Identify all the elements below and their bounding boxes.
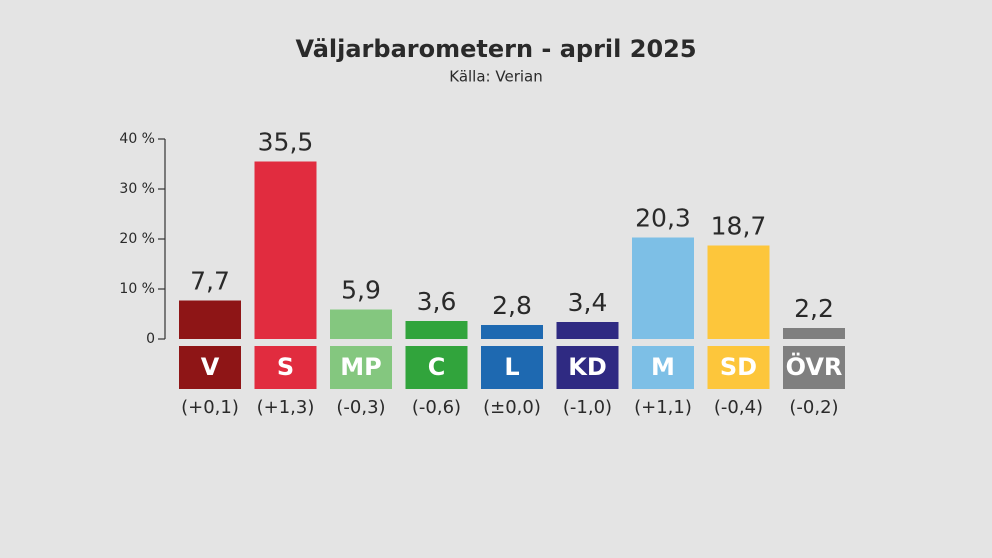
category-box (783, 346, 845, 389)
category-box (179, 346, 241, 389)
value-label: 35,5 (258, 128, 314, 157)
x-tick-label: L (504, 353, 519, 381)
y-tick-label: 0 (146, 331, 155, 347)
bar (481, 325, 543, 339)
x-tick-label: C (428, 353, 446, 381)
category-box (632, 346, 694, 389)
value-label: 20,3 (635, 204, 691, 233)
bar (632, 237, 694, 339)
y-tick-label: 20 % (119, 231, 155, 247)
change-label: (-0,2) (789, 397, 838, 418)
x-tick-label: SD (720, 353, 757, 381)
category-box (481, 346, 543, 389)
y-tick-label: 40 % (119, 131, 155, 147)
value-label: 3,4 (568, 288, 608, 317)
y-tick-label: 30 % (119, 181, 155, 197)
bar (783, 328, 845, 339)
y-tick-label: 10 % (119, 281, 155, 297)
value-label: 18,7 (711, 212, 767, 241)
bar (405, 321, 468, 339)
x-tick-label: KD (568, 353, 607, 381)
chart-subtitle: Källa: Verian (449, 68, 542, 86)
category-box (330, 346, 392, 389)
change-label: (-1,0) (563, 397, 612, 418)
change-label: (+1,3) (257, 397, 315, 418)
change-label: (±0,0) (483, 397, 541, 418)
x-tick-label: V (201, 353, 220, 381)
x-tick-label: ÖVR (786, 351, 843, 381)
value-label: 7,7 (190, 267, 230, 296)
change-label: (-0,3) (336, 397, 385, 418)
value-label: 2,2 (794, 294, 834, 323)
category-box (707, 346, 770, 389)
category-box (254, 346, 317, 389)
bar (556, 322, 619, 339)
category-box (405, 346, 468, 389)
x-tick-label: S (277, 353, 294, 381)
category-box (556, 346, 619, 389)
bar (330, 309, 392, 339)
change-label: (-0,6) (412, 397, 461, 418)
change-label: (-0,4) (714, 397, 763, 418)
value-label: 5,9 (341, 276, 381, 305)
bar (179, 300, 241, 339)
bar (254, 161, 317, 339)
value-label: 3,6 (417, 287, 457, 316)
bar (707, 245, 770, 339)
change-label: (+1,1) (634, 397, 692, 418)
value-label: 2,8 (492, 291, 532, 320)
x-tick-label: M (651, 353, 675, 381)
chart-title: Väljarbarometern - april 2025 (295, 35, 696, 63)
change-label: (+0,1) (181, 397, 239, 418)
x-tick-label: MP (340, 353, 381, 381)
